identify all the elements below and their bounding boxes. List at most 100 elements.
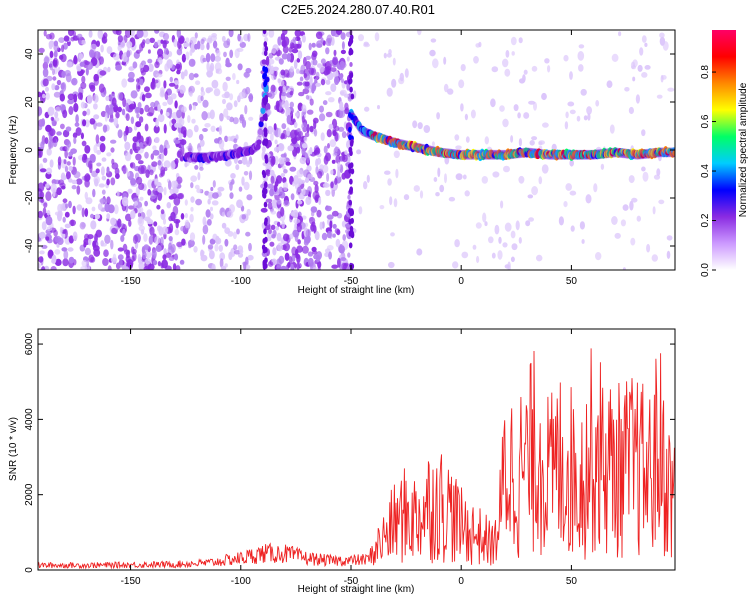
spectrogram-point — [170, 160, 176, 170]
spectrogram-point — [134, 106, 139, 114]
spectrogram-point — [325, 79, 331, 85]
spectrogram-point — [121, 108, 126, 116]
spectrogram-point — [288, 46, 293, 53]
spectrogram-point — [517, 112, 521, 119]
spectrogram-point — [143, 244, 150, 251]
spectrogram-point — [195, 80, 201, 85]
spectrogram-point — [64, 223, 71, 229]
spectrogram-point — [285, 106, 291, 116]
spectrogram-point — [145, 92, 152, 99]
spectrogram-point — [276, 175, 283, 184]
spectrogram-point — [312, 250, 318, 255]
spectrogram-point — [162, 226, 169, 235]
spectrogram-burst-point — [349, 37, 353, 43]
spectrogram-point — [100, 197, 107, 205]
spectrogram-point — [281, 40, 286, 47]
spectrogram-point — [363, 43, 370, 48]
spectrogram-point — [134, 200, 139, 206]
spectrogram-point — [162, 32, 170, 41]
spectrogram-point — [275, 265, 282, 270]
spectrogram-point — [168, 242, 173, 250]
spectrogram-point — [454, 239, 460, 248]
spectrogram-burst-point — [263, 127, 268, 134]
spectrogram-point — [641, 35, 647, 43]
spectrogram-burst-point — [263, 50, 268, 57]
spectrogram-point — [43, 202, 48, 208]
spectrogram-point — [393, 150, 400, 159]
spectrogram-point — [96, 122, 103, 127]
spectrogram-point — [168, 223, 174, 234]
snr-series-line — [38, 348, 675, 570]
spectrogram-point — [326, 129, 332, 138]
spectrogram-point — [618, 31, 622, 37]
spectrogram-point — [339, 60, 345, 71]
spectrogram-point — [162, 40, 167, 49]
spectrogram-burst-point — [264, 138, 269, 145]
spectrogram-point — [156, 204, 161, 210]
spectrogram-point — [59, 182, 66, 188]
spectrogram-point — [163, 248, 167, 254]
spectrogram-point — [326, 245, 334, 251]
spectrogram-point — [316, 209, 322, 218]
spectrogram-point — [515, 220, 520, 231]
spectrogram-point — [210, 53, 216, 62]
spectrogram-point — [42, 93, 46, 99]
spectrogram-point — [76, 65, 82, 72]
spectrogram-point — [150, 101, 156, 108]
spectrogram-point — [204, 123, 211, 128]
spectrogram-point — [379, 205, 385, 210]
spectrogram-point — [301, 104, 307, 112]
spectrogram-x-label: Height of straight line (km) — [298, 285, 415, 296]
spectrogram-point — [39, 231, 46, 239]
spectrogram-point — [87, 234, 94, 240]
spectrogram-burst-point — [347, 207, 352, 214]
spectrogram-point — [174, 253, 179, 261]
spectrogram-point — [241, 155, 248, 165]
spectrogram-point — [64, 69, 71, 77]
spectrogram-point — [207, 87, 213, 93]
spectrogram-point — [416, 248, 423, 256]
spectrogram-point — [180, 225, 186, 232]
spectrogram-point — [122, 228, 126, 237]
spectrogram-y-label: Frequency (Hz) — [8, 116, 19, 185]
spectrogram-point — [271, 155, 276, 166]
spectrogram-point — [93, 176, 100, 184]
spectrogram-point — [233, 100, 238, 108]
spectrogram-point — [237, 33, 241, 42]
spectrogram-point — [226, 38, 231, 46]
spectrogram-burst-point — [264, 262, 268, 269]
spectrogram-point — [130, 178, 137, 186]
spectrogram-point — [153, 125, 160, 134]
spectrogram-point — [202, 128, 208, 132]
spectrogram-ridge-point — [256, 139, 262, 145]
spectrogram-point — [314, 147, 321, 155]
spectrogram-point — [269, 241, 275, 247]
spectrogram-point — [563, 201, 568, 208]
spectrogram-point — [117, 44, 122, 52]
spectrogram-point — [436, 112, 440, 120]
spectrogram-point — [117, 254, 124, 261]
spectrogram-point — [152, 145, 157, 150]
spectrogram-point — [115, 111, 120, 119]
spectrogram-point — [124, 152, 132, 162]
spectrogram-point — [576, 115, 581, 122]
spectrogram-point — [168, 82, 176, 87]
spectrogram-point — [61, 44, 65, 53]
spectrogram-point — [118, 258, 123, 268]
spectrogram-point — [308, 42, 312, 51]
spectrogram-ridge-point — [258, 120, 264, 128]
spectrogram-point — [581, 239, 585, 244]
spectrogram-point — [419, 190, 424, 199]
spectrogram-point — [265, 198, 273, 203]
spectrogram-point — [391, 78, 397, 88]
spectrogram-point — [135, 186, 140, 197]
spectrogram-point — [329, 220, 333, 230]
spectrogram-point — [157, 191, 163, 202]
colorbar-gradient — [712, 30, 736, 270]
spectrogram-point — [287, 145, 294, 152]
spectrogram-point — [304, 177, 310, 183]
x-tick-label: -150 — [121, 576, 141, 587]
spectrogram-point — [73, 136, 77, 145]
spectrogram-point — [180, 139, 187, 146]
spectrogram-point — [288, 256, 293, 265]
